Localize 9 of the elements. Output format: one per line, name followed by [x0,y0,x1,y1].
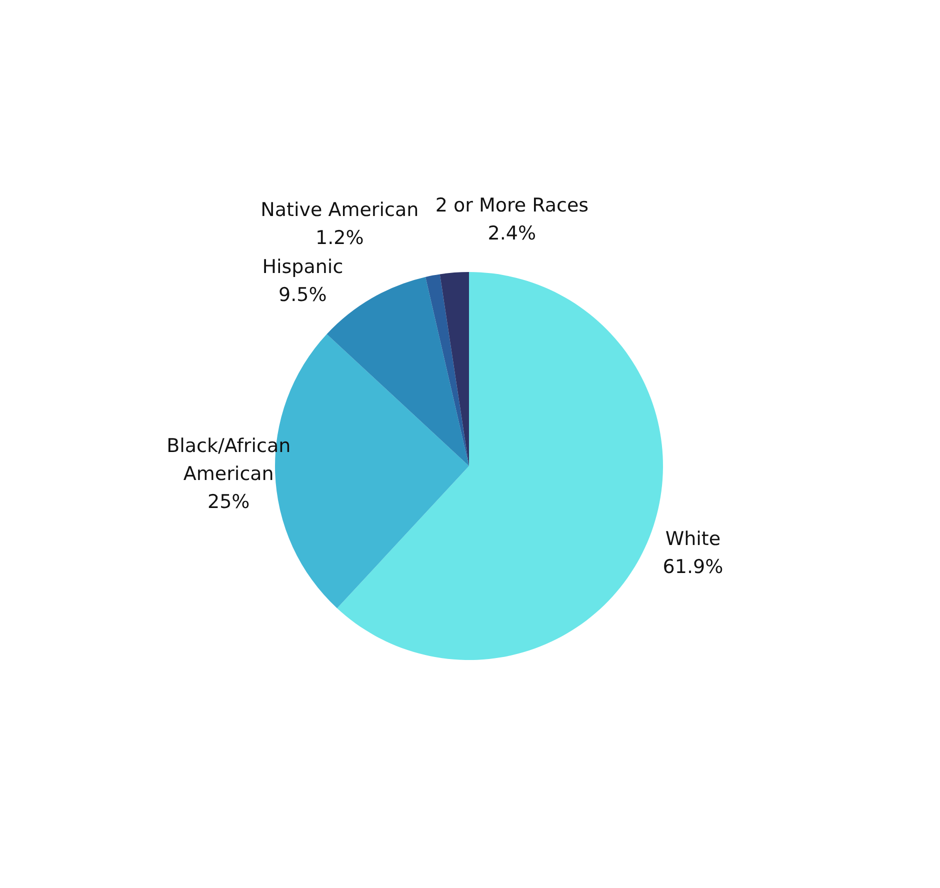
slice-label: Hispanic [262,256,344,278]
slice-label: 2 or More Races [435,194,589,217]
data-label: 2.4% [488,222,536,245]
slice-label: Native American [260,199,419,222]
data-label: 9.5% [278,284,327,306]
data-label: 25% [207,491,250,514]
slice-label: White [665,528,721,550]
data-label: 1.2% [316,227,364,250]
data-label: 61.9% [662,556,724,578]
